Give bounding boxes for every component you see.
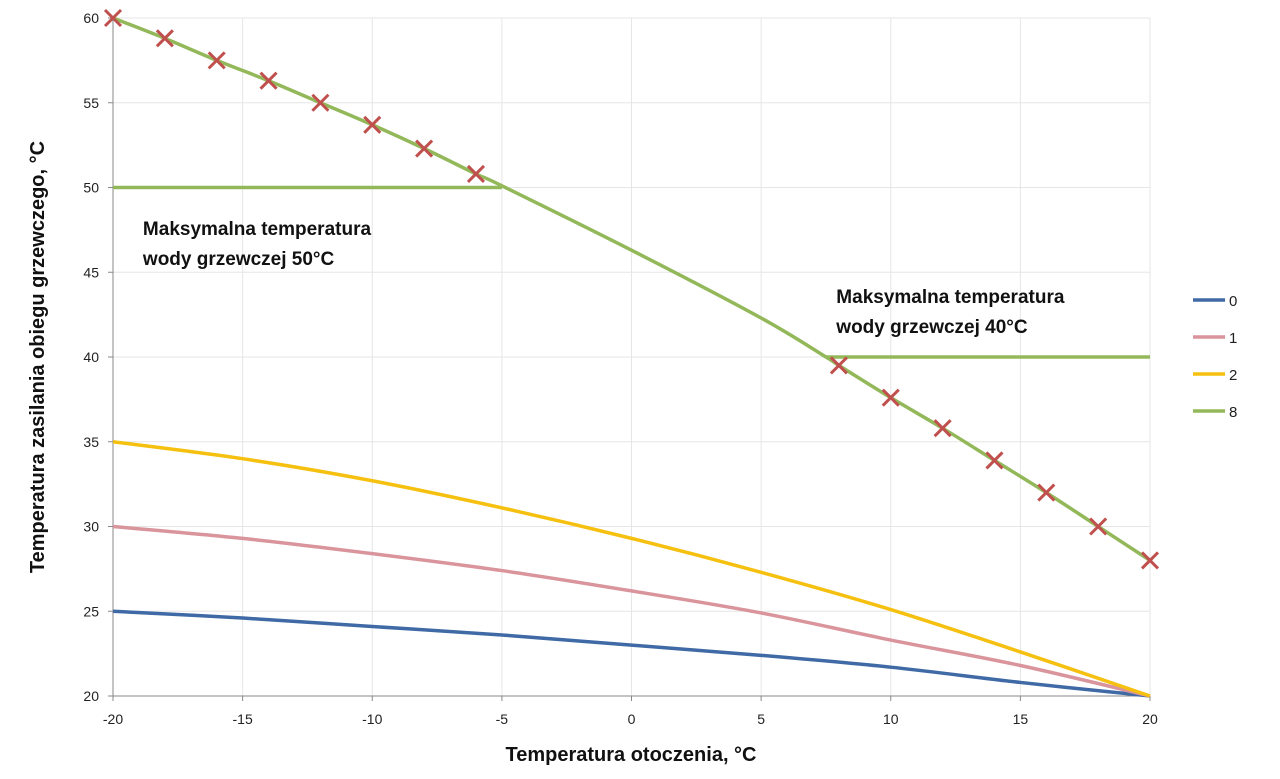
x-tick-label: 10 <box>883 711 899 727</box>
series-line-1 <box>112 524 1151 698</box>
x-marker <box>103 8 123 28</box>
y-tick-label: 50 <box>83 180 99 196</box>
legend: 0 1 2 8 <box>1193 293 1237 421</box>
x-marker <box>829 356 848 375</box>
x-marker <box>1037 483 1056 502</box>
x-tick-label: 15 <box>1013 711 1029 727</box>
y-tick-label: 55 <box>83 95 99 111</box>
x-marker <box>933 419 952 438</box>
x-marker <box>881 388 900 407</box>
y-tick-label: 45 <box>83 264 99 280</box>
legend-label-8: 8 <box>1229 404 1237 421</box>
x-tick-label: -5 <box>496 711 509 727</box>
x-marker <box>985 451 1004 470</box>
series-lines <box>112 16 1151 698</box>
annotation-text: wody grzewczej 40°C <box>835 317 1028 338</box>
x-tick-label: -20 <box>103 711 123 727</box>
annotation-text: Maksymalna temperatura <box>143 219 372 240</box>
legend-label-2: 2 <box>1229 367 1237 384</box>
annotation-text: wody grzewczej 50°C <box>142 249 335 270</box>
x-marker <box>259 71 278 90</box>
x-marker <box>311 93 330 112</box>
x-marker <box>207 51 226 70</box>
x-marker <box>1140 551 1160 570</box>
x-marker <box>466 164 486 184</box>
y-tick-label: 25 <box>83 603 99 619</box>
x-tick-label: 5 <box>757 711 765 727</box>
markers <box>103 8 1160 570</box>
x-tick-label: -10 <box>362 711 382 727</box>
axes: -20 -15 -10 -5 0 5 10 15 20 20 25 30 35 40 45 50 55 60 <box>83 10 1158 727</box>
x-marker <box>155 29 174 48</box>
x-axis-title: Temperatura otoczenia, °C <box>505 744 756 766</box>
legend-label-1: 1 <box>1229 330 1237 347</box>
x-tick-label: 0 <box>628 711 636 727</box>
series-line-0 <box>112 609 1151 698</box>
x-marker <box>363 115 382 134</box>
y-tick-label: 20 <box>83 688 99 704</box>
y-tick-label: 30 <box>83 519 99 535</box>
annotations: Maksymalna temperatura wody grzewczej 50°… <box>142 219 1065 338</box>
x-tick-label: 20 <box>1142 711 1158 727</box>
x-marker <box>1089 517 1108 536</box>
y-tick-label: 35 <box>83 434 99 450</box>
y-tick-label: 60 <box>83 10 99 26</box>
y-tick-label: 40 <box>83 349 99 365</box>
annotation-text: Maksymalna temperatura <box>836 287 1065 308</box>
x-marker <box>415 139 434 158</box>
series-line-2 <box>112 440 1151 698</box>
x-tick-label: -15 <box>233 711 253 727</box>
y-axis-title: Temperatura zasilania obiegu grzewczego,… <box>27 141 49 573</box>
legend-label-0: 0 <box>1229 293 1237 310</box>
